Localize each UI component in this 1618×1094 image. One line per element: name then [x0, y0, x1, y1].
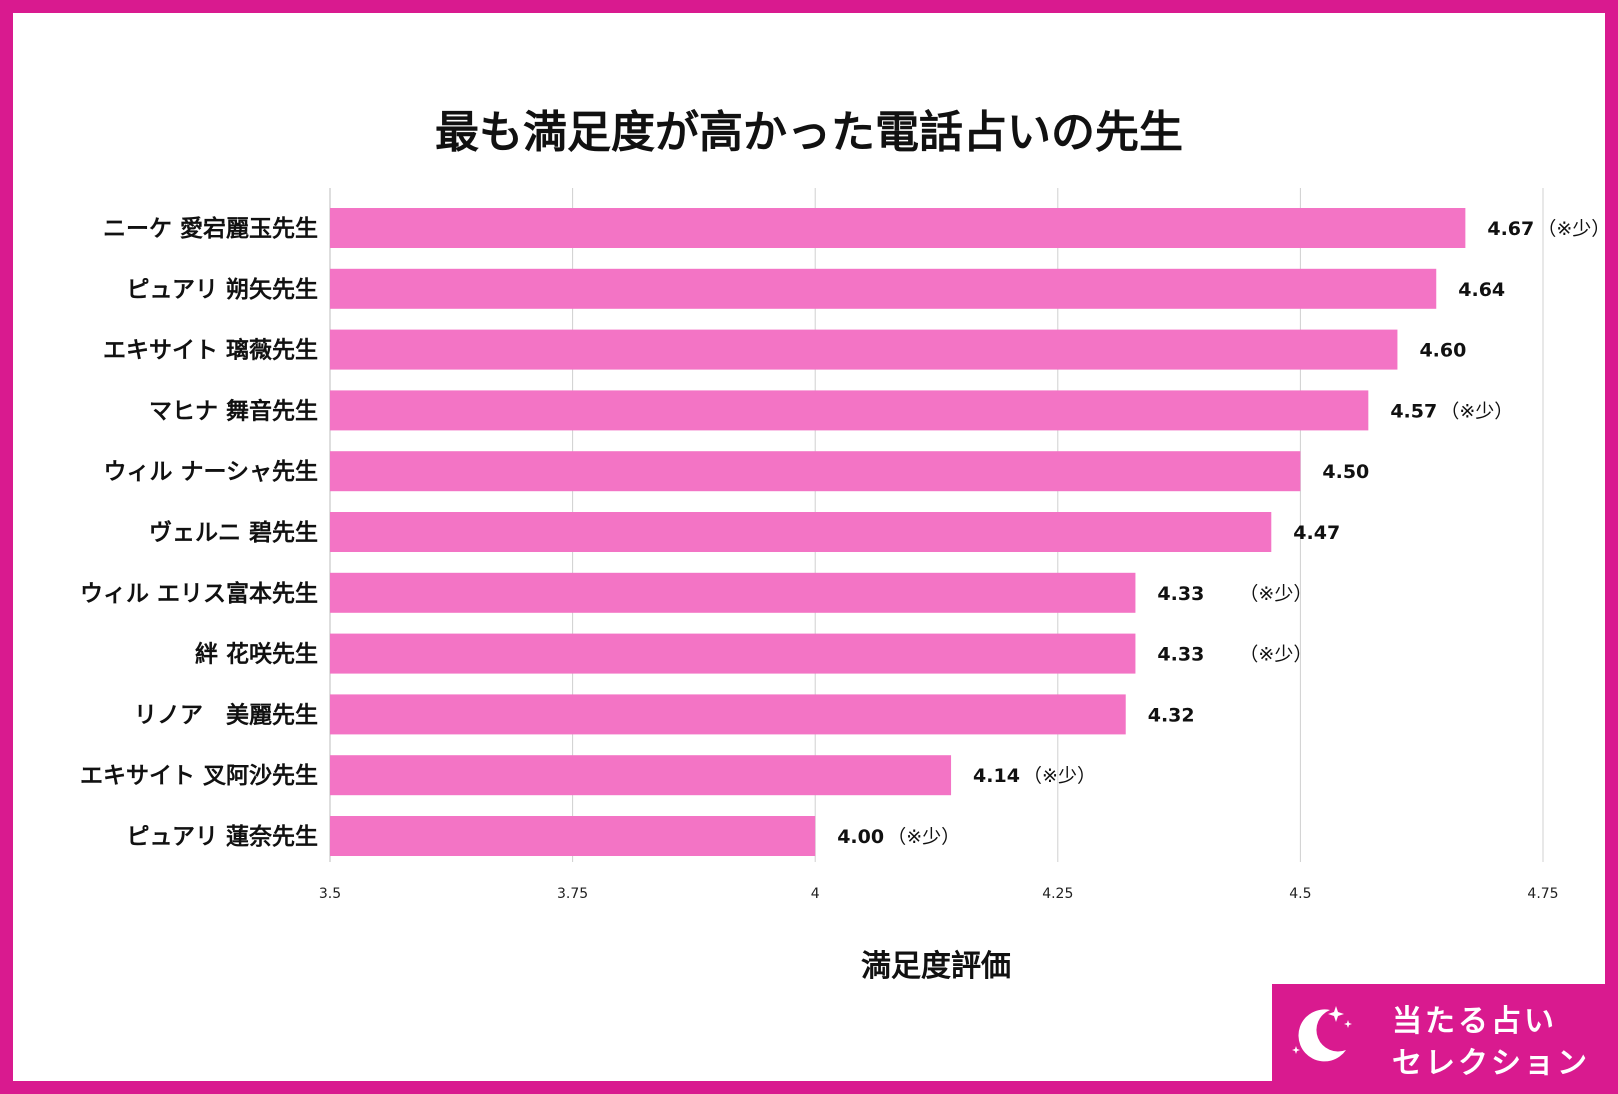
value-label: 4.57 [1390, 400, 1437, 422]
chart-title: 最も満足度が高かった電話占いの先生 [435, 107, 1183, 158]
value-label: 4.67 [1487, 218, 1534, 240]
x-tick-label: 3.75 [557, 886, 588, 902]
value-label: 4.47 [1293, 522, 1340, 544]
value-label: 4.50 [1322, 461, 1369, 483]
value-labels: 4.67 （※少）4.644.604.57 （※少）4.504.474.33 （※少）… [837, 218, 1610, 848]
bar [330, 633, 1136, 674]
category-label: リノア 美麗先生 [134, 701, 318, 728]
brand-badge: 当たる占い セレクション [1272, 984, 1605, 1081]
category-label: ピュアリ 朔矢先生 [126, 276, 318, 303]
sample-note: （※少） [1239, 583, 1312, 605]
category-label: 絆 花咲先生 [195, 641, 318, 668]
crescent-moon-icon [1292, 1006, 1352, 1062]
bar [330, 572, 1136, 613]
sample-note: （※少） [1239, 644, 1312, 666]
category-label: ウィル ナーシャ先生 [103, 459, 318, 485]
value-label: 4.32 [1148, 704, 1195, 726]
brand-name-line2: セレクション [1392, 1046, 1590, 1081]
x-axis-label: 満足度評価 [861, 949, 1011, 984]
value-label: 4.00 [837, 826, 884, 848]
category-label: マヒナ 舞音先生 [149, 397, 318, 424]
category-label: エキサイト 璃薇先生 [103, 337, 318, 364]
sample-note: （※少） [1023, 765, 1096, 787]
x-tick-label: 3.5 [319, 886, 341, 902]
brand-name-line1: 当たる占い [1392, 1004, 1557, 1039]
bar [330, 512, 1272, 552]
value-label: 4.33 [1157, 644, 1204, 666]
bar [330, 329, 1398, 370]
sample-note: （※少） [1537, 218, 1610, 240]
category-label: ピュアリ 蓮奈先生 [126, 823, 318, 850]
bar [330, 451, 1301, 492]
bar [330, 694, 1126, 735]
sample-note: （※少） [1440, 400, 1513, 422]
value-label: 4.64 [1458, 279, 1505, 301]
category-label: ヴェルニ 碧先生 [149, 519, 318, 546]
category-label: ニーケ 愛宕麗玉先生 [103, 215, 318, 242]
value-label: 4.14 [973, 765, 1020, 787]
sample-note: （※少） [887, 826, 960, 848]
x-tick-label: 4.75 [1527, 886, 1558, 902]
x-tick-label: 4.25 [1042, 886, 1073, 902]
x-tick-label: 4 [811, 886, 820, 902]
bar [330, 390, 1369, 431]
bar [330, 268, 1437, 309]
value-label: 4.33 [1157, 583, 1204, 605]
bar [330, 816, 816, 856]
category-label: エキサイト 叉阿沙先生 [80, 763, 318, 789]
category-label: ウィル エリス富本先生 [80, 580, 318, 607]
bar [330, 755, 952, 796]
value-label: 4.60 [1419, 340, 1466, 362]
x-tick-labels: 3.5 3.75 4 4.25 4.5 4.75 [319, 886, 1559, 902]
bars [330, 208, 1466, 856]
bar [330, 208, 1466, 248]
x-tick-label: 4.5 [1289, 886, 1311, 902]
